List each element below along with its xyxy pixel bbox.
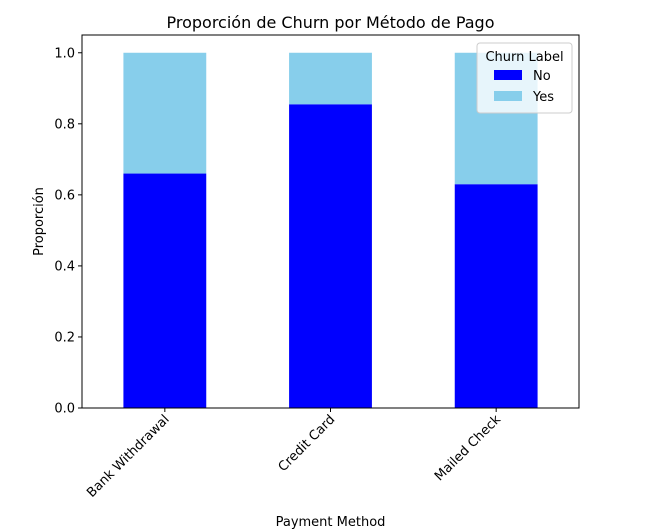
legend-swatch-yes	[494, 91, 522, 101]
chart-title: Proporción de Churn por Método de Pago	[167, 13, 495, 32]
bars-group	[123, 52, 538, 409]
legend-items: No Yes	[494, 69, 554, 105]
x-tick-label: Credit Card	[276, 412, 339, 475]
bar-no-mailed-check	[454, 184, 538, 408]
y-ticks-group: 0.0 0.2 0.4 0.6 0.8 1.0	[54, 46, 82, 417]
legend-title: Churn Label	[485, 50, 563, 65]
y-tick-label: 0.6	[54, 188, 75, 203]
y-tick-label: 0.0	[54, 402, 75, 417]
legend-swatch-no	[494, 70, 522, 80]
y-tick-label: 1.0	[54, 46, 75, 61]
bar-yes-credit-card	[289, 52, 372, 105]
x-axis-label: Payment Method	[276, 515, 386, 530]
bar-yes-bank-withdrawal	[123, 52, 207, 174]
y-tick-label: 0.4	[54, 259, 75, 274]
y-tick-label: 0.8	[54, 117, 75, 132]
x-ticks-group: Bank Withdrawal Credit Card Mailed Check	[84, 408, 504, 501]
x-tick-label: Bank Withdrawal	[84, 412, 172, 500]
y-tick-label: 0.2	[54, 330, 75, 345]
bar-no-credit-card	[289, 104, 372, 409]
y-axis-label: Proporción	[32, 187, 47, 256]
x-tick-label: Mailed Check	[432, 412, 504, 484]
bar-no-bank-withdrawal	[123, 173, 207, 408]
legend: Churn Label No Yes	[476, 42, 573, 114]
legend-label-yes: Yes	[532, 90, 554, 105]
legend-label-no: No	[533, 69, 551, 84]
